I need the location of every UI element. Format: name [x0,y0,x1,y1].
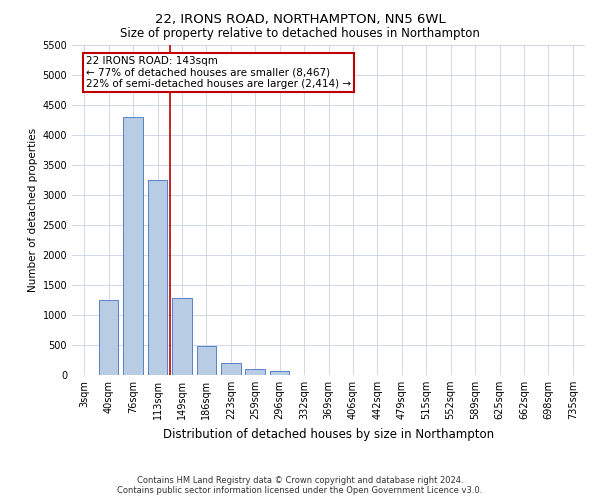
Text: 22, IRONS ROAD, NORTHAMPTON, NN5 6WL: 22, IRONS ROAD, NORTHAMPTON, NN5 6WL [155,12,445,26]
Text: Contains HM Land Registry data © Crown copyright and database right 2024.
Contai: Contains HM Land Registry data © Crown c… [118,476,482,495]
Text: Size of property relative to detached houses in Northampton: Size of property relative to detached ho… [120,28,480,40]
Bar [172,298,192,375]
Bar [148,180,167,375]
Text: 22 IRONS ROAD: 143sqm
← 77% of detached houses are smaller (8,467)
22% of semi-d: 22 IRONS ROAD: 143sqm ← 77% of detached … [86,56,351,89]
Bar [124,117,143,375]
Bar [99,300,118,375]
Bar [245,369,265,375]
Bar [221,363,241,375]
Y-axis label: Number of detached properties: Number of detached properties [28,128,38,292]
Bar [197,346,216,375]
Bar [270,372,289,375]
X-axis label: Distribution of detached houses by size in Northampton: Distribution of detached houses by size … [163,428,494,440]
